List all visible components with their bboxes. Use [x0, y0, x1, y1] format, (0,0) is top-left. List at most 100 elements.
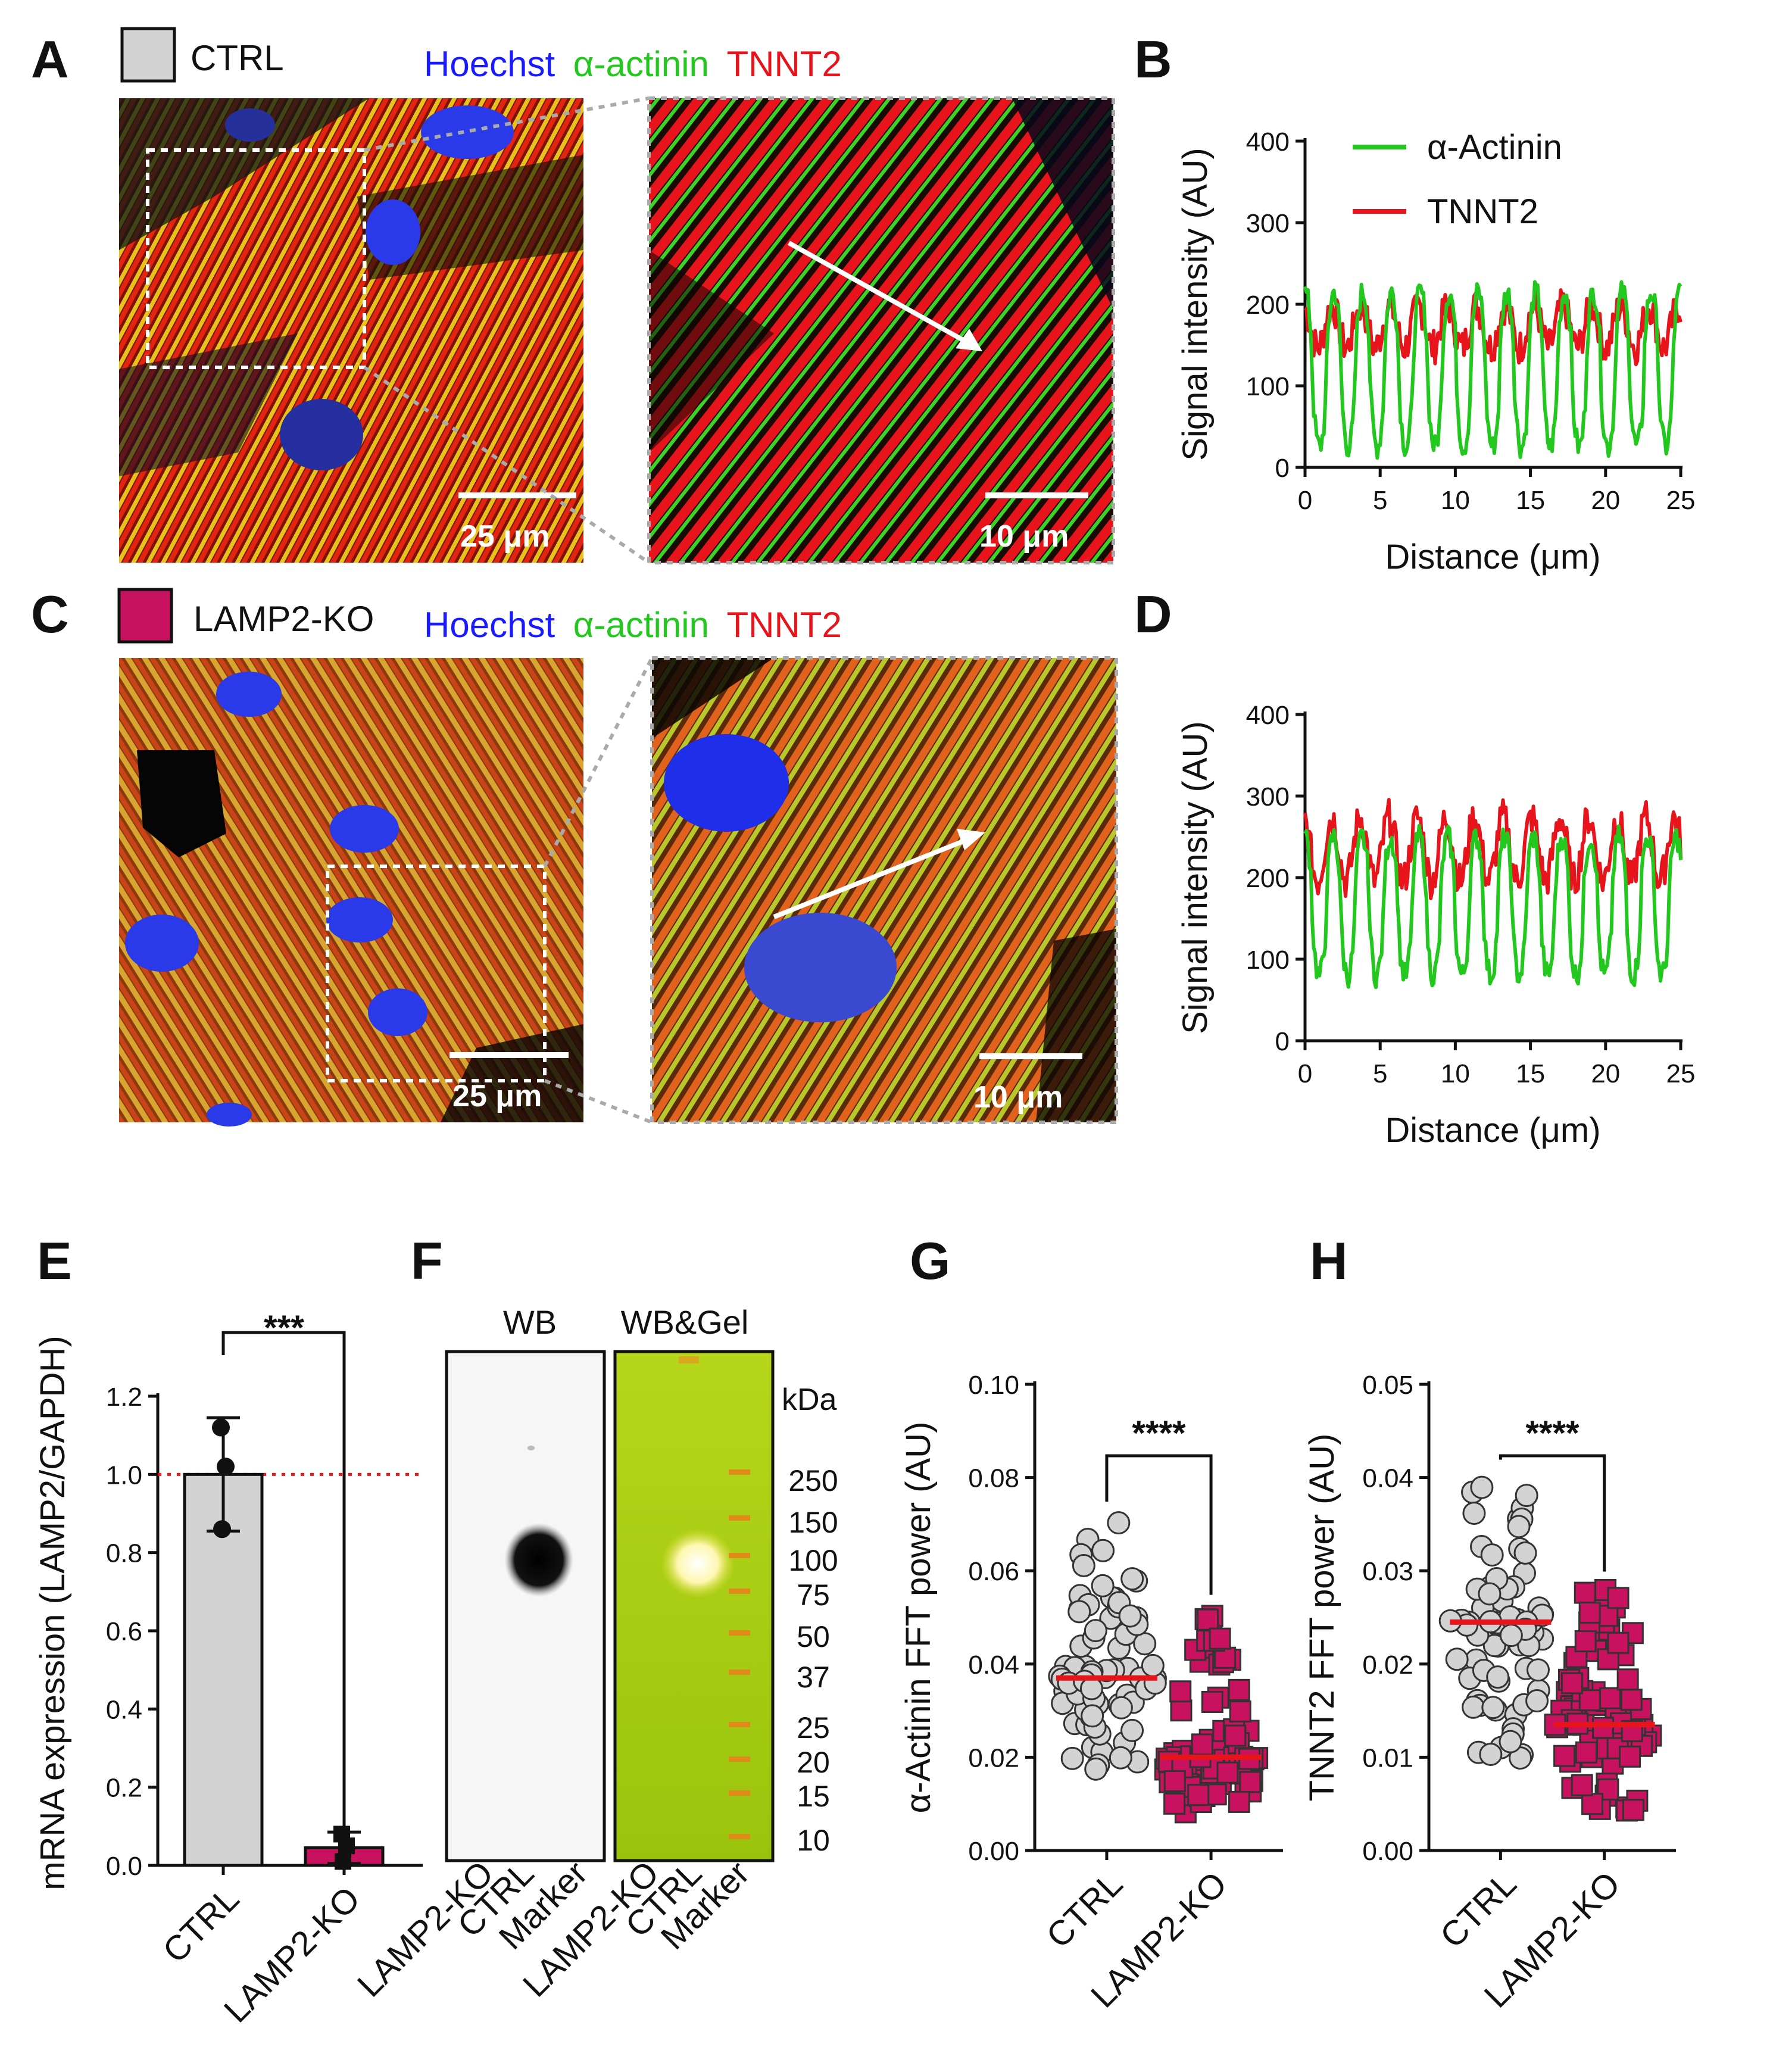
x-tick-label: 20 [1591, 486, 1620, 515]
marker-kda-label: 75 [797, 1578, 830, 1612]
bar-chart-e: 0.00.20.40.60.81.01.2CTRLLAMP2-KO***mRNA… [33, 1309, 423, 2030]
significance-stars: *** [264, 1309, 304, 1347]
data-point [1481, 1696, 1505, 1720]
panel-label-e: E [37, 1231, 72, 1290]
data-point [1616, 1668, 1639, 1691]
data-point [1515, 1484, 1538, 1508]
nucleus [330, 805, 399, 853]
nucleus [207, 1103, 252, 1127]
micrograph-ko-zoom: 10 μm [650, 656, 1118, 1124]
nucleus [368, 988, 427, 1036]
y-tick-label: 400 [1246, 127, 1290, 157]
data-point [1120, 1718, 1144, 1742]
y-tick-label: 0.08 [968, 1464, 1019, 1493]
data-point [1525, 1689, 1549, 1713]
panel-a: A CTRL Hoechst α-actinin TNNT2 25 μm [31, 27, 1115, 564]
x-tick-label: 0 [1298, 1059, 1312, 1088]
data-point [1499, 1624, 1523, 1647]
x-tick-label: CTRL [1432, 1864, 1524, 1955]
data-point [1622, 1799, 1644, 1821]
bar-ctrl [183, 1472, 264, 1867]
data-point [1091, 1539, 1115, 1562]
marker-ladder-band [729, 1553, 750, 1558]
x-tick-label: CTRL [155, 1879, 246, 1970]
line-chart-b: 0 100 200 300 400 0 5 10 15 20 25 Distance (μm) Sign… [1176, 127, 1695, 576]
panel-b: B 0 100 200 300 400 0 5 10 15 20 25 Distance (μm) Si… [1134, 30, 1695, 576]
data-point [1120, 1567, 1144, 1591]
arrow-head [956, 329, 982, 351]
gap-region [137, 750, 226, 857]
data-point [1592, 1717, 1615, 1739]
marker-kda-label: 250 [788, 1464, 838, 1497]
data-point [1109, 1696, 1133, 1720]
x-tick-label: 25 [1666, 1059, 1696, 1088]
micrograph-ctrl: 25 μm [119, 98, 583, 563]
data-point [1578, 1689, 1601, 1712]
data-point [1513, 1541, 1537, 1565]
x-tick-label: 10 [1441, 1059, 1470, 1088]
x-tick-label: 10 [1441, 486, 1470, 515]
y-tick-label: 0.4 [106, 1695, 142, 1724]
data-point [1571, 1774, 1593, 1796]
y-tick-label: 0.0 [106, 1852, 142, 1881]
data-point [1209, 1627, 1231, 1650]
data-point [1607, 1587, 1630, 1609]
data-point [1486, 1665, 1510, 1689]
data-point [1478, 1582, 1502, 1606]
stain-tnnt2: TNNT2 [726, 44, 841, 84]
panel-f: F WB WB&Gel kDa 25015010075503725201510 … [350, 1231, 838, 2005]
data-point [1067, 1600, 1091, 1624]
y-tick-label: 0.03 [1362, 1557, 1413, 1586]
marker-kda-label: 25 [797, 1711, 830, 1745]
nucleus [664, 734, 789, 832]
marker-kda-label: 10 [797, 1824, 830, 1857]
y-axis-label: α-Actinin FFT power (AU) [899, 1422, 938, 1814]
nucleus [366, 199, 420, 265]
kda-label: kDa [782, 1383, 837, 1417]
gel-band [661, 1529, 735, 1598]
data-point [1141, 1653, 1165, 1677]
y-tick-label: 0.05 [1362, 1371, 1413, 1400]
data-point [1574, 1581, 1596, 1604]
marker-kda-label: 37 [797, 1661, 830, 1694]
x-tick-label: 15 [1516, 1059, 1545, 1088]
x-tick-label: 5 [1373, 1059, 1387, 1088]
x-tick-label: 0 [1298, 486, 1312, 515]
y-tick-label: 0.06 [968, 1557, 1019, 1586]
data-point [1084, 1619, 1107, 1643]
ctrl-legend-label: CTRL [191, 38, 284, 78]
data-point [1169, 1680, 1192, 1703]
data-point [1620, 1689, 1643, 1711]
y-tick-label: 0.04 [1362, 1464, 1413, 1493]
panel-label-b: B [1134, 30, 1172, 89]
x-tick-label: 15 [1516, 486, 1545, 515]
y-tick-label: 300 [1246, 782, 1290, 812]
data-point [1072, 1554, 1095, 1578]
marker-ladder-band [729, 1589, 750, 1594]
y-tick-label: 0 [1275, 1027, 1290, 1056]
zoom-connector [544, 1079, 653, 1124]
y-tick-label: 0.8 [106, 1539, 142, 1568]
panel-c: C LAMP2-KO Hoechst α-actinin TNNT2 25 μm [31, 585, 1118, 1127]
western-blot-image [445, 1350, 606, 1862]
stain-actinin: α-actinin [573, 605, 709, 645]
x-axis-label: Distance (μm) [1385, 1111, 1600, 1150]
panel-label-a: A [31, 30, 69, 89]
line-profile-arrow [773, 836, 972, 919]
data-point [1239, 1771, 1262, 1793]
data-point [1224, 1724, 1247, 1747]
marker-kda-label: 50 [797, 1620, 830, 1653]
nucleus [125, 915, 199, 972]
series-line-actinin [1303, 823, 1683, 990]
y-axis-label: Signal intensity (AU) [1176, 148, 1215, 460]
data-point [1607, 1631, 1630, 1654]
data-point [1526, 1658, 1550, 1682]
y-tick-label: 0.02 [1362, 1650, 1413, 1680]
y-tick-label: 0.00 [1362, 1837, 1413, 1866]
marker-ladder-band [729, 1790, 750, 1796]
marker-ladder-band [729, 1834, 750, 1839]
marker-ladder-band [729, 1630, 750, 1636]
stain-hoechst: Hoechst [424, 605, 555, 645]
